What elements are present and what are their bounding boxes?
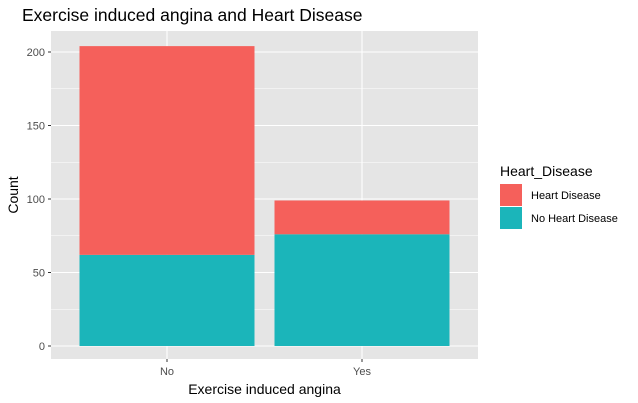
bar-yes-no-heart-disease	[274, 234, 450, 346]
legend-label: Heart Disease	[531, 190, 601, 202]
y-tick-label: 150	[27, 121, 45, 133]
y-tick-label: 200	[27, 47, 45, 59]
y-tick-label: 0	[39, 341, 45, 353]
y-tick-label: 50	[33, 268, 45, 280]
chart-title: Exercise induced angina and Heart Diseas…	[22, 5, 363, 25]
x-tick-label: Yes	[353, 366, 371, 378]
bar-no-heart-disease	[79, 46, 255, 255]
x-tick-label: No	[160, 366, 174, 378]
x-axis-title: Exercise induced angina	[188, 381, 341, 397]
legend-title: Heart_Disease	[500, 163, 593, 179]
legend-key	[500, 184, 522, 206]
legend-label: No Heart Disease	[531, 213, 618, 225]
bar-yes-heart-disease	[274, 200, 450, 235]
y-tick-label: 100	[27, 194, 45, 206]
legend-key	[500, 207, 522, 229]
bar-no-no-heart-disease	[79, 254, 255, 346]
y-axis-title: Count	[5, 176, 21, 213]
